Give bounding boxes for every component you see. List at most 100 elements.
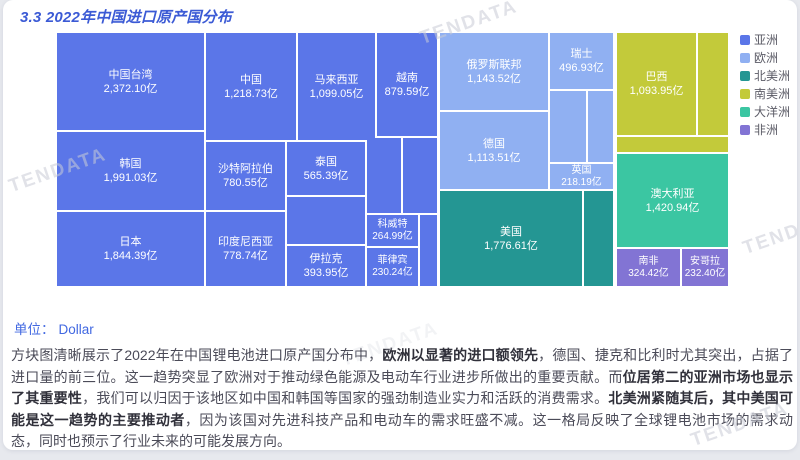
treemap-cell[interactable]: 菲律宾 230.24亿 bbox=[367, 248, 418, 286]
treemap-cell[interactable]: 印度尼西亚 778.74亿 bbox=[206, 212, 285, 286]
legend-swatch-icon bbox=[740, 35, 750, 45]
treemap-cell[interactable]: 伊拉克 393.95亿 bbox=[287, 246, 365, 286]
cell-country-label: 日本 bbox=[119, 236, 142, 248]
legend-label: 南美洲 bbox=[754, 87, 791, 101]
treemap-cell-unlabeled[interactable] bbox=[420, 215, 437, 286]
cell-value-label: 778.74亿 bbox=[223, 250, 268, 262]
legend-label: 欧洲 bbox=[754, 51, 779, 65]
cell-value-label: 324.42亿 bbox=[628, 267, 669, 279]
cell-country-label: 澳大利亚 bbox=[650, 187, 695, 200]
cell-value-label: 230.24亿 bbox=[372, 267, 413, 278]
legend-item[interactable]: 大洋洲 bbox=[740, 105, 797, 119]
cell-country-label: 越南 bbox=[396, 71, 418, 84]
treemap-cell[interactable]: 中国台湾 2,372.10亿 bbox=[57, 33, 204, 130]
treemap: 中国台湾 2,372.10亿 中国 1,218.73亿 马来西亚 1,099.05亿 越南 8… bbox=[57, 33, 728, 286]
legend-label: 大洋洲 bbox=[754, 105, 791, 119]
cell-country-label: 俄罗斯联邦 bbox=[466, 58, 522, 71]
paragraph-segment: 方块图清晰展示了2022年在中国锂电池进口原产国分布中， bbox=[11, 347, 383, 363]
cell-value-label: 1,113.51亿 bbox=[467, 151, 521, 164]
legend-swatch-icon bbox=[740, 53, 750, 63]
treemap-cell[interactable]: 安哥拉 232.40亿 bbox=[682, 249, 728, 286]
treemap-cell[interactable]: 英国 218.19亿 bbox=[550, 164, 613, 189]
cell-value-label: 393.95亿 bbox=[303, 267, 349, 279]
legend: 亚洲欧洲北美洲南美洲大洋洲非洲 bbox=[740, 33, 797, 137]
treemap-cell[interactable]: 泰国 565.39亿 bbox=[287, 142, 365, 195]
cell-value-label: 496.93亿 bbox=[559, 62, 604, 74]
treemap-cell[interactable]: 日本 1,844.39亿 bbox=[57, 212, 204, 286]
cell-value-label: 780.55亿 bbox=[223, 177, 268, 189]
cell-country-label: 沙特阿拉伯 bbox=[218, 163, 273, 175]
cell-country-label: 南非 bbox=[638, 255, 659, 267]
analysis-paragraph: 方块图清晰展示了2022年在中国锂电池进口原产国分布中，欧洲以显著的进口额领先，… bbox=[11, 345, 793, 450]
cell-value-label: 1,143.52亿 bbox=[467, 72, 521, 85]
treemap-cell[interactable]: 澳大利亚 1,420.94亿 bbox=[617, 154, 728, 247]
watermark: TENDATA bbox=[740, 206, 797, 260]
cell-country-label: 安哥拉 bbox=[690, 255, 720, 267]
cell-value-label: 1,420.94亿 bbox=[645, 201, 700, 214]
cell-country-label: 德国 bbox=[483, 137, 505, 150]
unit-line: 单位： Dollar bbox=[14, 318, 94, 338]
content-card: 3.3 2022年中国进口原产国分布 中国台湾 2,372.10亿 中国 1,218.… bbox=[3, 0, 797, 450]
treemap-cell-unlabeled[interactable] bbox=[550, 91, 586, 162]
legend-item[interactable]: 北美洲 bbox=[740, 69, 797, 83]
cell-country-label: 中国 bbox=[240, 73, 262, 86]
treemap-cell[interactable]: 俄罗斯联邦 1,143.52亿 bbox=[440, 33, 548, 110]
treemap-cell[interactable]: 中国 1,218.73亿 bbox=[206, 33, 296, 140]
paragraph-segment: ，我们可以归因于该地区如中国和韩国等国家的强劲制造业实力和活跃的消费需求。 bbox=[82, 390, 609, 406]
chart-title: 3.3 2022年中国进口原产国分布 bbox=[20, 9, 232, 26]
legend-swatch-icon bbox=[740, 89, 750, 99]
legend-swatch-icon bbox=[740, 71, 750, 81]
legend-label: 非洲 bbox=[754, 123, 779, 137]
treemap-cell[interactable]: 南非 324.42亿 bbox=[617, 249, 680, 286]
treemap-cell[interactable]: 巴西 1,093.95亿 bbox=[617, 33, 696, 135]
cell-country-label: 马来西亚 bbox=[314, 73, 359, 86]
cell-country-label: 菲律宾 bbox=[377, 255, 408, 266]
treemap-cell-unlabeled[interactable] bbox=[287, 197, 365, 244]
cell-value-label: 218.19亿 bbox=[561, 176, 602, 188]
legend-label: 北美洲 bbox=[754, 69, 791, 83]
cell-value-label: 1,099.05亿 bbox=[309, 87, 364, 100]
cell-value-label: 879.59亿 bbox=[384, 85, 430, 98]
cell-country-label: 泰国 bbox=[315, 155, 337, 168]
treemap-cell-unlabeled[interactable] bbox=[367, 138, 401, 213]
treemap-cell[interactable]: 韩国 1,991.03亿 bbox=[57, 132, 204, 210]
paragraph-bold-segment: 北美洲紧随其后，其中美国可能是这一趋势的主要推动者 bbox=[11, 390, 794, 428]
treemap-cell[interactable]: 沙特阿拉伯 780.55亿 bbox=[206, 142, 285, 210]
cell-value-label: 1,093.95亿 bbox=[629, 85, 684, 97]
cell-country-label: 中国台湾 bbox=[108, 68, 153, 81]
treemap-cell[interactable]: 瑞士 496.93亿 bbox=[550, 33, 613, 89]
cell-value-label: 565.39亿 bbox=[303, 169, 349, 182]
treemap-cell[interactable]: 马来西亚 1,099.05亿 bbox=[298, 33, 375, 140]
treemap-cell-unlabeled[interactable] bbox=[698, 33, 728, 135]
cell-country-label: 瑞士 bbox=[570, 48, 593, 60]
cell-value-label: 1,776.61亿 bbox=[484, 239, 538, 252]
treemap-cell[interactable]: 越南 879.59亿 bbox=[377, 33, 437, 136]
legend-label: 亚洲 bbox=[754, 33, 779, 47]
legend-swatch-icon bbox=[740, 125, 750, 135]
treemap-cell-unlabeled[interactable] bbox=[617, 137, 728, 152]
legend-item[interactable]: 欧洲 bbox=[740, 51, 797, 65]
cell-value-label: 2,372.10亿 bbox=[103, 82, 158, 95]
cell-country-label: 韩国 bbox=[119, 158, 142, 170]
treemap-cell-unlabeled[interactable] bbox=[588, 91, 613, 162]
treemap-cell-unlabeled[interactable] bbox=[584, 191, 613, 286]
legend-item[interactable]: 南美洲 bbox=[740, 87, 797, 101]
legend-swatch-icon bbox=[740, 107, 750, 117]
treemap-cell[interactable]: 科威特 264.99亿 bbox=[367, 215, 418, 246]
cell-country-label: 印度尼西亚 bbox=[218, 236, 273, 248]
legend-item[interactable]: 亚洲 bbox=[740, 33, 797, 47]
paragraph-bold-segment: 欧洲以显著的进口额领先 bbox=[382, 347, 539, 363]
cell-value-label: 1,844.39亿 bbox=[103, 250, 158, 262]
legend-item[interactable]: 非洲 bbox=[740, 123, 797, 137]
paragraph-segment: ，因为该国对先进科技产品和电动车的需求旺盛不减。这一格局反映了全球锂电池市场的需… bbox=[11, 411, 794, 450]
cell-country-label: 伊拉克 bbox=[309, 253, 343, 265]
cell-country-label: 美国 bbox=[500, 225, 522, 238]
paragraph-segment: ，德国、捷克和比利时尤其突出，占据了进口量的前三位。这一趋势突显了欧洲对于推动绿… bbox=[11, 347, 794, 385]
treemap-cell[interactable]: 美国 1,776.61亿 bbox=[440, 191, 582, 286]
cell-country-label: 科威特 bbox=[377, 218, 408, 230]
treemap-cell[interactable]: 德国 1,113.51亿 bbox=[440, 112, 548, 189]
treemap-cell-unlabeled[interactable] bbox=[403, 138, 437, 213]
cell-value-label: 1,991.03亿 bbox=[103, 172, 158, 184]
cell-country-label: 巴西 bbox=[645, 71, 668, 83]
